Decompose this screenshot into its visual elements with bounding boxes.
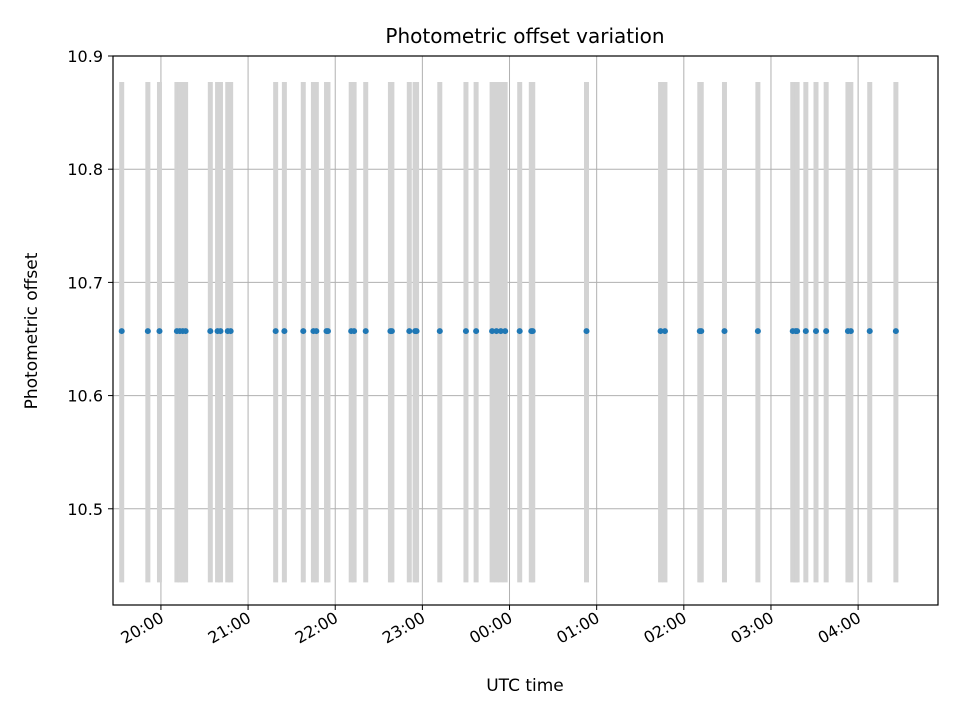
data-point [661, 328, 668, 335]
data-point [473, 328, 480, 335]
data-point [529, 328, 536, 335]
data-point [721, 328, 728, 335]
data-point [754, 328, 761, 335]
data-point [802, 328, 809, 335]
y-axis-label: Photometric offset [22, 252, 42, 409]
data-point [351, 328, 358, 335]
data-point [462, 328, 469, 335]
y-tick-label: 10.9 [67, 47, 103, 66]
data-point [794, 328, 801, 335]
y-axis-ticks: 10.5 10.6 10.7 10.8 10.9 [67, 47, 113, 519]
y-tick-label: 10.8 [67, 160, 103, 179]
data-point [300, 328, 307, 335]
gridlines [113, 55, 938, 605]
data-point [118, 328, 125, 335]
y-tick-label: 10.6 [67, 387, 103, 406]
data-point [406, 328, 413, 335]
data-point [156, 328, 163, 335]
data-point [489, 328, 496, 335]
data-point [583, 328, 590, 335]
y-tick-label: 10.5 [67, 500, 103, 519]
data-point [493, 328, 500, 335]
data-point [313, 328, 320, 335]
data-point [497, 328, 504, 335]
data-point [182, 328, 189, 335]
data-point [436, 328, 443, 335]
data-points [118, 328, 899, 335]
data-point [657, 328, 664, 335]
data-point [413, 328, 420, 335]
plot-frame [112, 55, 939, 606]
data-point [847, 328, 854, 335]
data-point [227, 328, 234, 335]
data-point [324, 328, 331, 335]
x-axis-label: UTC time [486, 676, 564, 696]
data-point [207, 328, 214, 335]
data-point [698, 328, 705, 335]
y-tick-label: 10.7 [67, 273, 103, 292]
data-point [516, 328, 523, 335]
data-point [892, 328, 899, 335]
data-point [281, 328, 288, 335]
data-point [823, 328, 830, 335]
data-point [502, 328, 509, 335]
data-point [866, 328, 873, 335]
data-point [272, 328, 279, 335]
data-point [362, 328, 369, 335]
data-point [388, 328, 395, 335]
data-point [144, 328, 151, 335]
chart-title: Photometric offset variation [385, 24, 664, 48]
data-point [217, 328, 224, 335]
data-point [812, 328, 819, 335]
